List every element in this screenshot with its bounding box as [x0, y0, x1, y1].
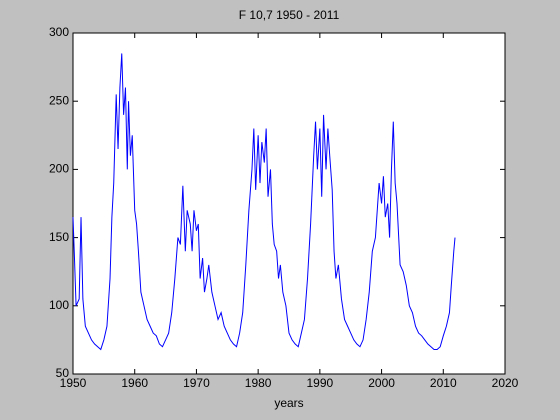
- x-tick-label: 1980: [245, 376, 272, 390]
- chart-title: F 10,7 1950 - 2011: [239, 8, 340, 22]
- x-axis-label: years: [274, 396, 303, 410]
- x-tick-label: 1960: [121, 376, 148, 390]
- y-tick-label: 300: [49, 25, 69, 39]
- x-tick-label: 1970: [183, 376, 210, 390]
- y-tick-label: 150: [49, 230, 69, 244]
- x-tick-label: 2000: [368, 376, 395, 390]
- x-tick-label: 1990: [307, 376, 334, 390]
- x-tick-label: 2020: [492, 376, 519, 390]
- data-line: [72, 53, 456, 351]
- y-tick-label: 50: [56, 366, 70, 380]
- x-tick-label: 1950: [60, 376, 87, 390]
- y-tick-label: 100: [49, 298, 69, 312]
- x-tick-label: 2010: [430, 376, 457, 390]
- y-tick-label: 250: [49, 93, 69, 107]
- y-tick-label: 200: [49, 162, 69, 176]
- axes: [72, 32, 506, 375]
